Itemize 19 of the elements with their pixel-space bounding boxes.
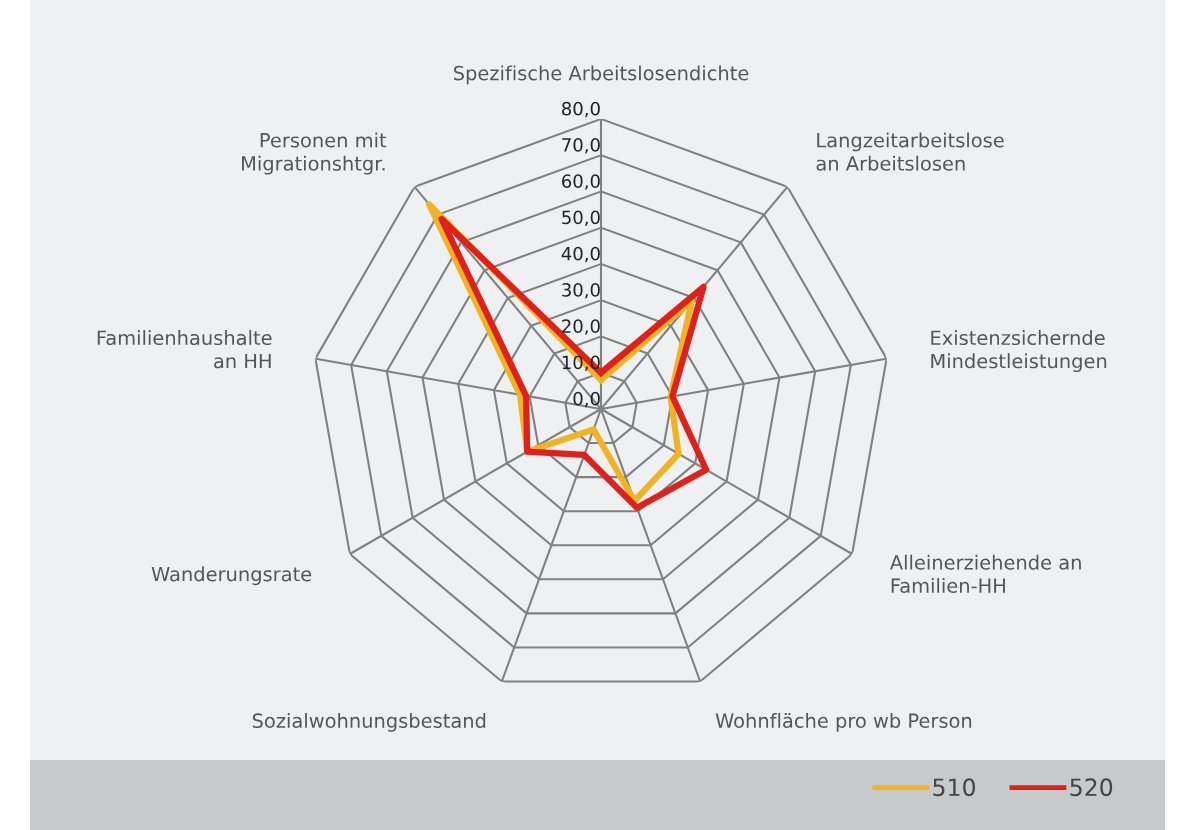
y-tick-label: 60,0 xyxy=(562,174,600,190)
spoke-label: Personen mit Migrationshtgr. xyxy=(242,132,387,175)
spoke-label: Wanderungsrate xyxy=(151,566,312,586)
spoke-label: Sozialwohnungsbestand xyxy=(252,712,486,732)
spoke-label: Familienhaushalte an HH xyxy=(97,330,272,369)
spoke-label: Langzeitarbeitslose an Arbeitslosen xyxy=(816,132,1004,171)
y-tick-label: 30,0 xyxy=(562,283,600,299)
spoke-label: Existenzsichernde Mindestleistungen xyxy=(931,330,1107,373)
y-tick-label: 0,0 xyxy=(573,391,600,408)
y-tick-label: 70,0 xyxy=(562,138,600,154)
spoke-label: Wohnfläche pro wb Person xyxy=(715,712,972,732)
y-tick-label: 50,0 xyxy=(562,210,600,227)
legend-label: 520 xyxy=(1070,778,1113,797)
y-tick-label: 80,0 xyxy=(562,101,600,118)
y-tick-label: 20,0 xyxy=(562,319,600,335)
y-tick-label: 40,0 xyxy=(561,246,600,263)
legend-label: 510 xyxy=(933,778,976,797)
spoke-label: Spezifische Arbeitslosendichte xyxy=(453,65,749,85)
spoke-label: Alleinerziehende an Familien-HH xyxy=(889,554,1081,594)
